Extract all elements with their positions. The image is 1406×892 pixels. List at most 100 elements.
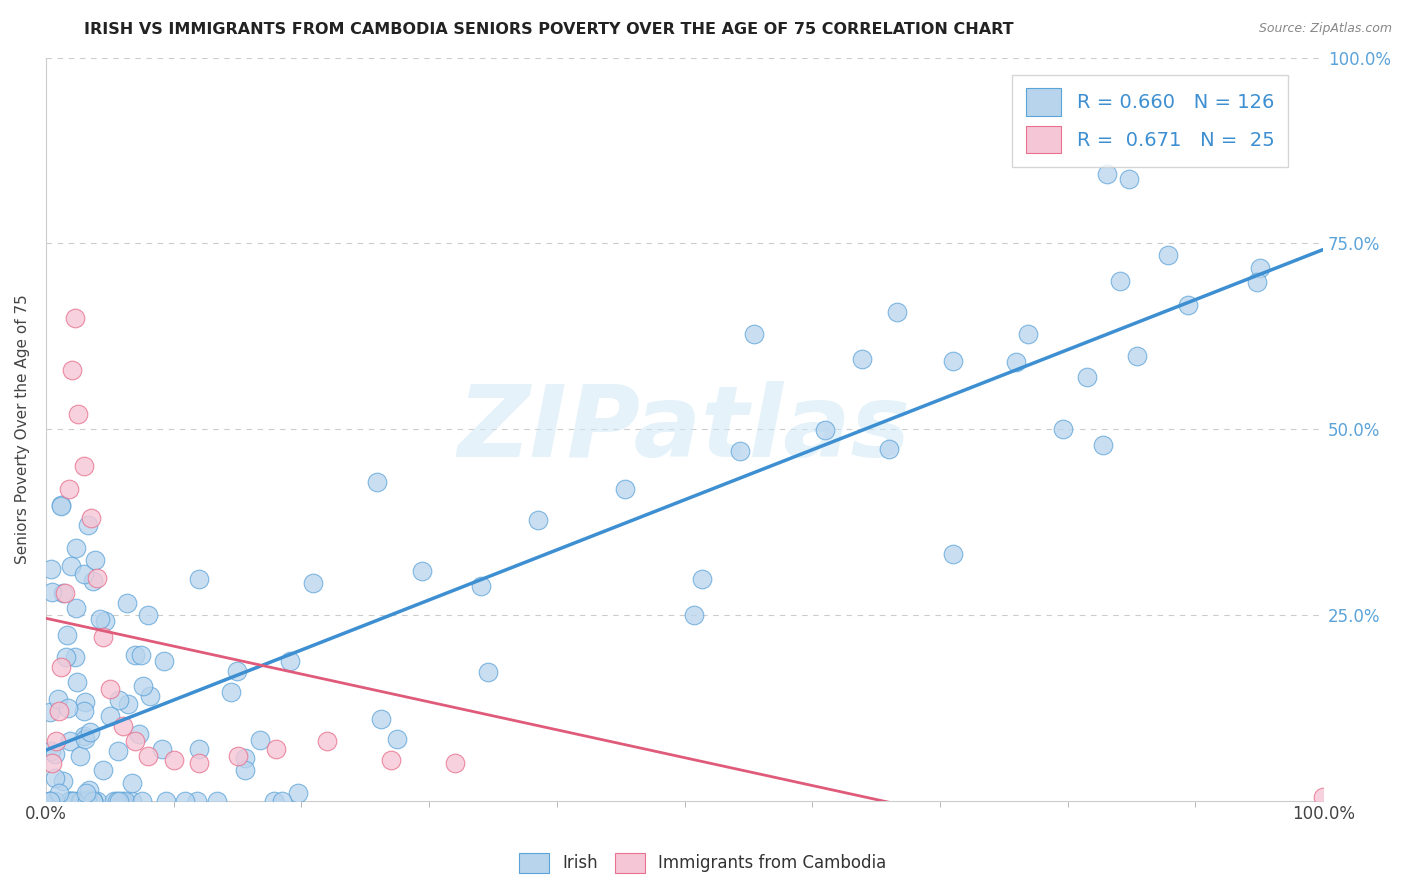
Point xyxy=(316,734,339,748)
Point xyxy=(1109,274,1132,288)
Point xyxy=(59,794,82,808)
Point xyxy=(58,733,80,747)
Point xyxy=(51,660,73,674)
Point xyxy=(682,608,704,623)
Point xyxy=(111,719,134,733)
Point xyxy=(1005,354,1028,368)
Point xyxy=(1177,298,1199,312)
Point xyxy=(56,700,79,714)
Point xyxy=(75,731,97,746)
Point xyxy=(69,794,91,808)
Point xyxy=(75,786,97,800)
Point xyxy=(52,774,75,789)
Point xyxy=(44,772,66,786)
Point xyxy=(65,601,87,615)
Point xyxy=(380,753,402,767)
Text: ZIPatlas: ZIPatlas xyxy=(458,381,911,477)
Point xyxy=(121,776,143,790)
Point xyxy=(107,744,129,758)
Point xyxy=(69,749,91,764)
Point xyxy=(370,712,392,726)
Point xyxy=(69,794,91,808)
Point xyxy=(58,794,80,808)
Point xyxy=(387,731,409,746)
Point xyxy=(188,756,211,771)
Point xyxy=(103,794,125,808)
Point xyxy=(52,586,75,600)
Point xyxy=(886,305,908,319)
Point xyxy=(60,558,83,573)
Text: IRISH VS IMMIGRANTS FROM CAMBODIA SENIORS POVERTY OVER THE AGE OF 75 CORRELATION: IRISH VS IMMIGRANTS FROM CAMBODIA SENIOR… xyxy=(84,22,1014,37)
Point xyxy=(41,756,63,771)
Point xyxy=(129,648,152,663)
Point xyxy=(62,794,84,808)
Point xyxy=(48,705,70,719)
Point xyxy=(91,764,114,778)
Point xyxy=(124,648,146,663)
Point xyxy=(174,794,197,808)
Point xyxy=(270,794,292,808)
Point xyxy=(93,630,115,644)
Point xyxy=(79,791,101,805)
Point xyxy=(1249,260,1271,275)
Point xyxy=(79,725,101,739)
Point xyxy=(877,442,900,457)
Point xyxy=(1052,422,1074,436)
Point xyxy=(139,689,162,703)
Point xyxy=(366,475,388,490)
Point xyxy=(82,794,104,808)
Point xyxy=(263,794,285,808)
Point xyxy=(152,654,174,668)
Y-axis label: Seniors Poverty Over the Age of 75: Seniors Poverty Over the Age of 75 xyxy=(15,294,30,564)
Point xyxy=(233,763,256,777)
Point xyxy=(39,794,62,808)
Point xyxy=(73,459,96,474)
Point xyxy=(690,572,713,586)
Point xyxy=(75,794,97,808)
Point xyxy=(58,482,80,496)
Point xyxy=(150,741,173,756)
Point xyxy=(98,682,121,697)
Point xyxy=(111,794,134,808)
Point xyxy=(45,734,67,748)
Point xyxy=(411,564,433,578)
Point xyxy=(117,697,139,711)
Text: Source: ZipAtlas.com: Source: ZipAtlas.com xyxy=(1258,22,1392,36)
Point xyxy=(942,547,965,561)
Point xyxy=(41,585,63,599)
Point xyxy=(226,664,249,678)
Point xyxy=(75,695,97,709)
Point xyxy=(163,753,186,767)
Point xyxy=(38,705,60,719)
Point xyxy=(65,541,87,555)
Point xyxy=(614,482,637,496)
Point xyxy=(70,794,93,808)
Point xyxy=(264,741,287,756)
Point xyxy=(814,423,837,437)
Point xyxy=(443,756,465,771)
Point xyxy=(730,444,752,458)
Point xyxy=(93,614,115,628)
Point xyxy=(155,794,177,808)
Point xyxy=(66,407,89,421)
Point xyxy=(278,654,301,668)
Point xyxy=(219,685,242,699)
Point xyxy=(287,786,309,800)
Point xyxy=(526,513,548,527)
Point xyxy=(65,310,87,325)
Point xyxy=(72,794,94,808)
Point xyxy=(60,362,83,376)
Point xyxy=(470,579,492,593)
Point xyxy=(188,742,211,756)
Point xyxy=(39,744,62,758)
Point xyxy=(205,794,228,808)
Point xyxy=(77,782,100,797)
Point xyxy=(136,749,159,764)
Point xyxy=(65,675,87,690)
Point xyxy=(301,576,323,591)
Point xyxy=(1157,248,1180,262)
Point xyxy=(1246,275,1268,289)
Point xyxy=(98,709,121,723)
Point xyxy=(1095,167,1118,181)
Point xyxy=(82,794,104,808)
